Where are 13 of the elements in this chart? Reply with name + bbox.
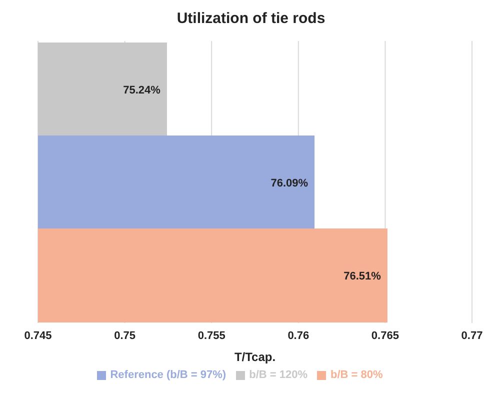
x-axis-title: T/Tcap. — [234, 350, 276, 364]
data-label: 76.09% — [270, 178, 308, 190]
chart-title: Utilization of tie rods — [176, 10, 326, 27]
legend-label: b/B = 80% — [330, 369, 383, 381]
data-label: 76.51% — [344, 270, 382, 282]
x-tick-label: 0.745 — [24, 330, 52, 342]
x-tick-label: 0.77 — [461, 330, 483, 342]
x-tick-label: 0.76 — [288, 330, 310, 342]
x-tick-label: 0.765 — [371, 330, 399, 342]
legend-label: Reference (b/B = 97%) — [110, 369, 226, 381]
x-tick-label: 0.75 — [114, 330, 136, 342]
data-label: 75.24% — [123, 84, 161, 96]
x-tick-label: 0.755 — [198, 330, 226, 342]
